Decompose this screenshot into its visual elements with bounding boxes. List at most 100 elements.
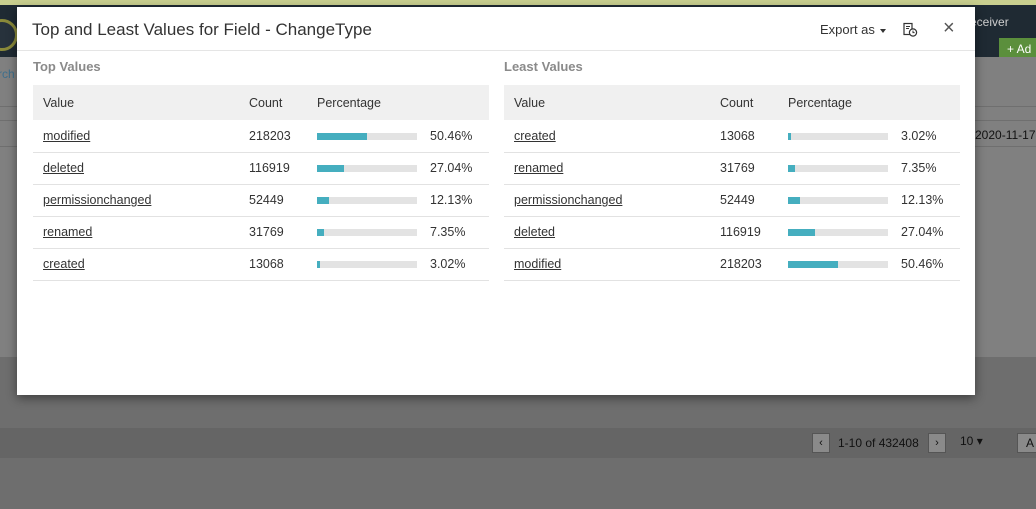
percentage-cell: 12.13% [307,184,489,217]
least-values-section: Least Values Value Count Percentage crea… [504,59,960,281]
percentage-value: 3.02% [430,257,466,271]
count-cell: 13068 [239,248,307,281]
least-values-title: Least Values [504,59,583,74]
percentage-cell: 7.35% [778,152,960,185]
percentage-value: 50.46% [901,257,944,271]
count-cell: 52449 [710,184,778,217]
column-header-count: Count [249,95,283,110]
percentage-cell: 3.02% [307,248,489,281]
table-row: permissionchanged 52449 12.13% [504,184,960,217]
percentage-cell: 7.35% [307,216,489,249]
percentage-value: 27.04% [901,225,944,239]
value-link[interactable]: created [514,128,556,143]
value-link[interactable]: renamed [514,161,564,175]
table-row: created 13068 3.02% [504,120,960,153]
count-cell: 31769 [239,216,307,249]
percentage-value: 3.02% [901,128,937,143]
count-cell: 218203 [239,120,307,153]
value-link[interactable]: permissionchanged [514,193,623,207]
percentage-bar-fill [317,261,321,269]
table-row: permissionchanged 52449 12.13% [33,184,489,217]
least-values-table: Value Count Percentage created 13068 3.02%… [504,85,960,281]
percentage-bar-fill [788,132,792,140]
percentage-cell: 27.04% [307,152,489,185]
column-header-value: Value [514,95,546,110]
value-link[interactable]: deleted [514,225,556,239]
column-header-value: Value [43,95,75,110]
value-cell: renamed [33,216,239,249]
column-header-percentage: Percentage [317,95,381,110]
percentage-cell: 12.13% [778,184,960,217]
report-schedule-icon[interactable] [902,22,918,38]
value-link[interactable]: renamed [43,225,93,239]
percentage-bar [788,229,888,237]
percentage-bar [317,229,417,237]
percentage-cell: 3.02% [778,120,960,153]
dialog-header: Top and Least Values for Field - ChangeT… [17,7,975,51]
percentage-value: 7.35% [430,225,466,239]
add-button[interactable]: + Ad [999,38,1036,60]
pagination-bar [0,428,1036,458]
value-cell: permissionchanged [504,184,710,217]
percentage-bar [788,197,888,205]
percentage-value: 27.04% [430,161,473,175]
app-logo [0,19,18,51]
percentage-bar-fill [788,261,839,269]
search-link[interactable]: rch [0,67,15,81]
table-row: created 13068 3.02% [33,248,489,281]
chevron-down-icon: ▾ [976,434,983,448]
prev-page-button[interactable]: ‹ [812,433,830,453]
count-cell: 116919 [239,152,307,185]
column-header-count: Count [720,95,754,110]
table-row: renamed 31769 7.35% [504,152,960,185]
value-cell: renamed [504,152,710,185]
table-header-row: Value Count Percentage [33,85,489,120]
percentage-value: 12.13% [430,193,473,207]
pagination-range: 1-10 of 432408 [838,436,919,450]
value-cell: deleted [504,216,710,249]
value-cell: modified [33,120,239,153]
percentage-bar-fill [788,229,816,237]
percentage-value: 50.46% [430,128,473,143]
value-link[interactable]: modified [43,128,91,143]
receiver-menu[interactable]: eceiver [970,15,1009,29]
next-page-button[interactable]: › [928,433,946,453]
percentage-bar-fill [788,165,796,173]
percentage-bar [788,132,888,140]
export-as-dropdown[interactable]: Export as [820,22,886,37]
pager-extra-button[interactable]: A [1017,433,1036,453]
value-link[interactable]: permissionchanged [43,193,152,207]
table-row: deleted 116919 27.04% [504,216,960,249]
value-cell: permissionchanged [33,184,239,217]
percentage-bar-fill [317,197,330,205]
percentage-bar-fill [317,165,345,173]
table-header-row: Value Count Percentage [504,85,960,120]
percentage-value: 12.13% [901,193,944,207]
percentage-cell: 27.04% [778,216,960,249]
top-least-values-dialog: Top and Least Values for Field - ChangeT… [17,7,975,395]
percentage-bar [317,261,417,269]
close-icon[interactable]: × [943,17,955,39]
value-cell: modified [504,248,710,281]
table-row: renamed 31769 7.35% [33,216,489,249]
page-size-select[interactable]: 10 ▾ [960,434,983,448]
percentage-bar-fill [317,229,325,237]
value-link[interactable]: modified [514,257,562,271]
background-top-strip [0,0,1036,5]
value-cell: created [504,120,710,153]
value-link[interactable]: created [43,257,85,271]
dialog-title: Top and Least Values for Field - ChangeT… [32,20,372,39]
top-values-title: Top Values [33,59,101,74]
value-cell: created [33,248,239,281]
caret-down-icon [879,28,886,33]
percentage-bar [317,197,417,205]
count-cell: 52449 [239,184,307,217]
value-link[interactable]: deleted [43,161,85,175]
count-cell: 31769 [710,152,778,185]
count-cell: 13068 [710,120,778,153]
percentage-bar-fill [788,197,801,205]
percentage-cell: 50.46% [307,120,489,153]
percentage-bar-fill [317,132,368,140]
percentage-cell: 50.46% [778,248,960,281]
count-cell: 218203 [710,248,778,281]
